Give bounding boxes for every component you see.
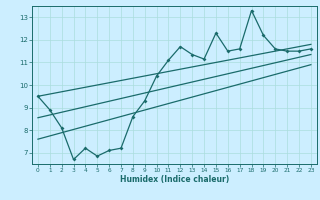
X-axis label: Humidex (Indice chaleur): Humidex (Indice chaleur) [120, 175, 229, 184]
